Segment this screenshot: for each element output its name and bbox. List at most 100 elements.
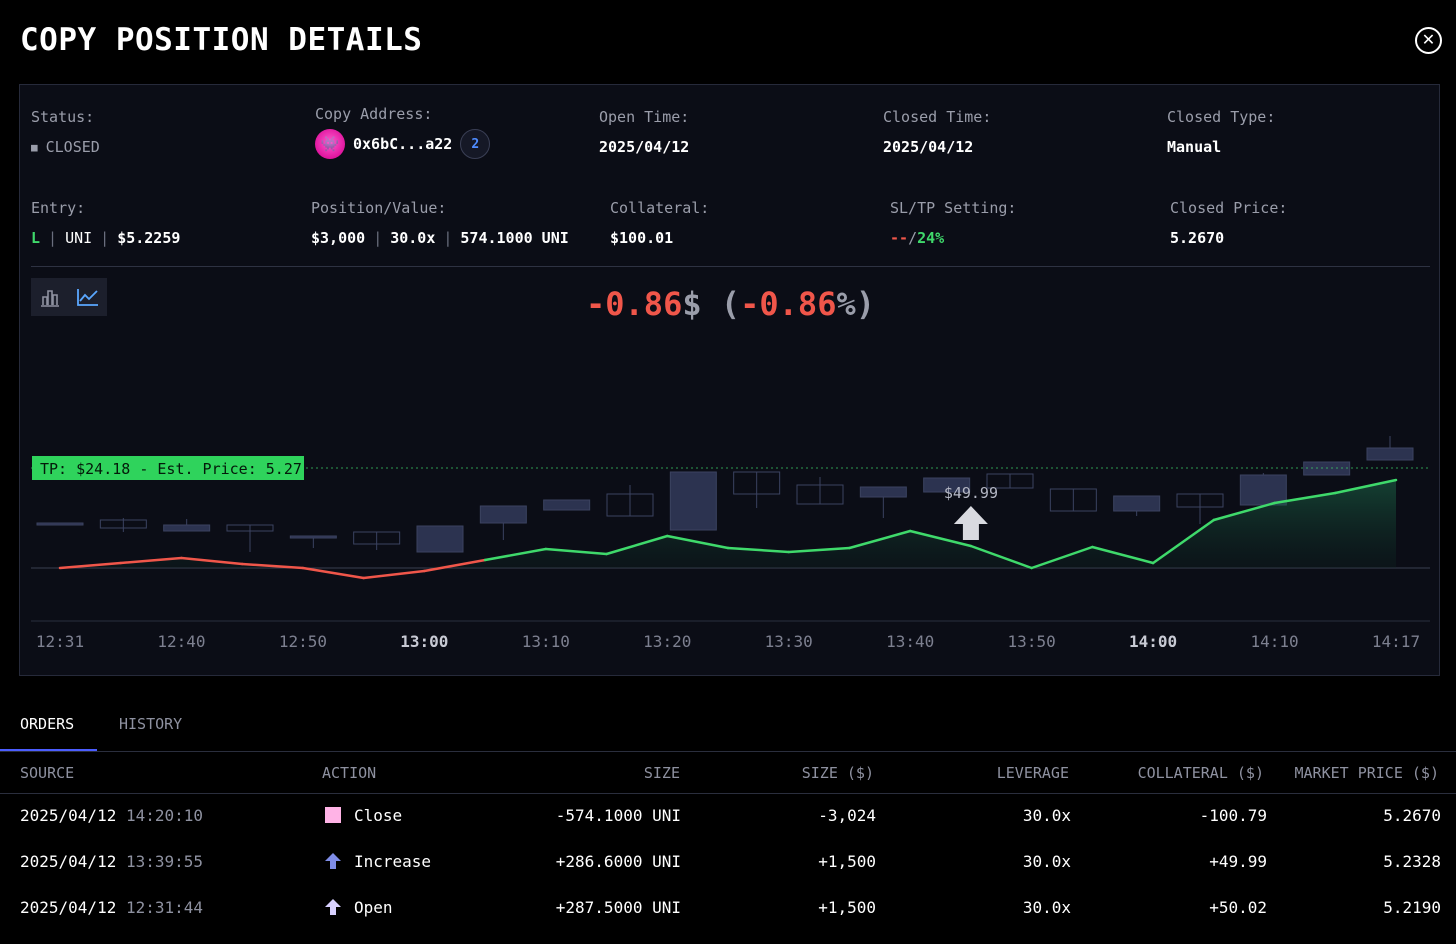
candle — [606, 493, 654, 517]
closed-price-block: Closed Price: 5.2670 — [1170, 199, 1287, 247]
chart-type-toggle — [31, 278, 107, 316]
sltp-block: SL/TP Setting: -- / 24% — [890, 199, 1016, 247]
cell-leverage: 30.0x — [1022, 898, 1071, 917]
candle — [796, 484, 844, 505]
candle — [669, 471, 717, 531]
pnl-line-segment — [605, 534, 669, 556]
collateral-value: $100.01 — [610, 229, 674, 247]
x-tick-label: 12:50 — [279, 632, 327, 651]
active-tab-indicator — [0, 749, 97, 751]
copy-address-block: Copy Address: 👾 0x6bC...a22 2 — [315, 105, 491, 159]
order-date: 2025/04/12 — [20, 852, 126, 871]
x-tick-label: 12:31 — [36, 632, 84, 651]
pnl-line-segment — [423, 558, 487, 573]
line-chart-icon[interactable] — [69, 278, 107, 316]
divider — [31, 266, 1430, 267]
entry-asset: UNI — [65, 229, 93, 247]
x-tick-label: 14:10 — [1250, 632, 1298, 651]
closed-time-block: Closed Time: 2025/04/12 — [883, 108, 991, 156]
cell-market-price: 5.2328 — [1383, 852, 1441, 871]
x-tick-label: 13:30 — [765, 632, 813, 651]
table-row[interactable]: 2025/04/12 13:39:55 Increase +286.6000 UNI… — [0, 852, 1456, 898]
tab-bar: ORDERS HISTORY — [0, 700, 1456, 752]
avatar: 👾 — [315, 129, 345, 159]
col-market-price: MARKET PRICE ($) — [1294, 764, 1440, 782]
closed-type-block: Closed Type: Manual — [1167, 108, 1275, 156]
candle — [859, 486, 907, 498]
candle — [1239, 474, 1287, 506]
x-tick-label: 13:00 — [400, 632, 448, 651]
pnl-value: -0.86 — [586, 285, 683, 323]
cell-size: +286.6000 UNI — [555, 852, 681, 871]
pnl-line-segment — [1212, 501, 1276, 522]
pnl-line-segment — [301, 566, 365, 580]
position-value-block: Position/Value: $3,000 | 30.0x | 574.100… — [311, 199, 569, 247]
candle — [36, 522, 84, 526]
candle — [289, 535, 337, 539]
cell-action: Close — [324, 806, 402, 825]
tp-label: TP: $24.18 - Est. Price: 5.27 — [40, 460, 302, 478]
bar-chart-icon[interactable] — [31, 278, 69, 316]
candle — [986, 473, 1034, 489]
table-row[interactable]: 2025/04/12 14:20:10 Close -574.1000 UNI -3,… — [0, 806, 1456, 852]
pnl-line-segment — [969, 544, 1033, 570]
entry-label: Entry: — [31, 199, 86, 217]
sltp-label: SL/TP Setting: — [890, 199, 1017, 217]
col-collateral: COLLATERAL ($) — [1137, 764, 1264, 782]
x-tick-label: 12:40 — [157, 632, 205, 651]
cell-source: 2025/04/12 14:20:10 — [20, 806, 203, 825]
close-icon[interactable]: ✕ — [1415, 27, 1442, 54]
table-row[interactable]: 2025/04/12 12:31:44 Open +287.5000 UNI +1,5… — [0, 898, 1456, 944]
tab-orders[interactable]: ORDERS — [20, 715, 75, 733]
candle — [1366, 447, 1414, 461]
tp-value: 24% — [917, 229, 945, 247]
pnl-line-segment — [180, 556, 244, 566]
open-time-value: 2025/04/12 — [599, 138, 690, 156]
pnl-line-segment — [1334, 478, 1398, 495]
pnl-line-segment — [483, 547, 548, 562]
price-chart[interactable]: TP: $24.18 - Est. Price: 5.27 $49.99 12:31… — [20, 365, 1439, 675]
pnl-line-segment — [1091, 545, 1155, 565]
order-time: 13:39:55 — [125, 852, 204, 871]
x-tick-label: 13:40 — [886, 632, 934, 651]
col-size-usd: SIZE ($) — [801, 764, 874, 782]
col-size: SIZE — [643, 764, 680, 782]
candle — [226, 524, 274, 532]
copy-address-value[interactable]: 0x6bC...a22 — [353, 135, 453, 153]
position-details-panel: Status: ■ CLOSED Copy Address: 👾 0x6bC..… — [19, 84, 1440, 676]
order-date: 2025/04/12 — [20, 898, 126, 917]
closed-time-label: Closed Time: — [883, 108, 992, 126]
page-title: COPY POSITION DETAILS — [20, 22, 423, 58]
candle — [1113, 495, 1161, 512]
cell-size: +287.5000 UNI — [555, 898, 681, 917]
pnl-area — [60, 480, 1396, 568]
position-amount: 574.1000 UNI — [460, 229, 569, 247]
order-time: 12:31:44 — [125, 898, 204, 917]
cell-market-price: 5.2670 — [1383, 806, 1441, 825]
entry-block: Entry: L | UNI | $5.2259 — [31, 199, 181, 247]
pnl-line-segment — [787, 546, 851, 554]
cell-action: Increase — [324, 852, 431, 871]
pnl-percent: -0.86 — [740, 285, 837, 323]
cell-leverage: 30.0x — [1022, 852, 1071, 871]
pnl-summary: -0.86$ (-0.86%) — [20, 285, 1441, 323]
candle — [1176, 493, 1224, 508]
cell-leverage: 30.0x — [1022, 806, 1071, 825]
candle — [1049, 488, 1097, 512]
open-arrow-icon — [324, 898, 354, 917]
position-size: $3,000 — [311, 229, 366, 247]
status-square-icon: ■ — [31, 140, 38, 154]
closed-type-value: Manual — [1167, 138, 1222, 156]
cell-source: 2025/04/12 13:39:55 — [20, 852, 203, 871]
candle — [923, 477, 971, 493]
pnl-line-segment — [666, 534, 730, 550]
cell-market-price: 5.2190 — [1383, 898, 1441, 917]
collateral-label: Collateral: — [610, 199, 710, 217]
open-time-block: Open Time: 2025/04/12 — [599, 108, 689, 156]
closed-type-label: Closed Type: — [1167, 108, 1276, 126]
entry-price: $5.2259 — [117, 229, 181, 247]
tab-history[interactable]: HISTORY — [119, 715, 183, 733]
closed-price-label: Closed Price: — [1170, 199, 1288, 217]
closed-price-value: 5.2670 — [1170, 229, 1225, 247]
pnl-line-segment — [119, 556, 183, 565]
